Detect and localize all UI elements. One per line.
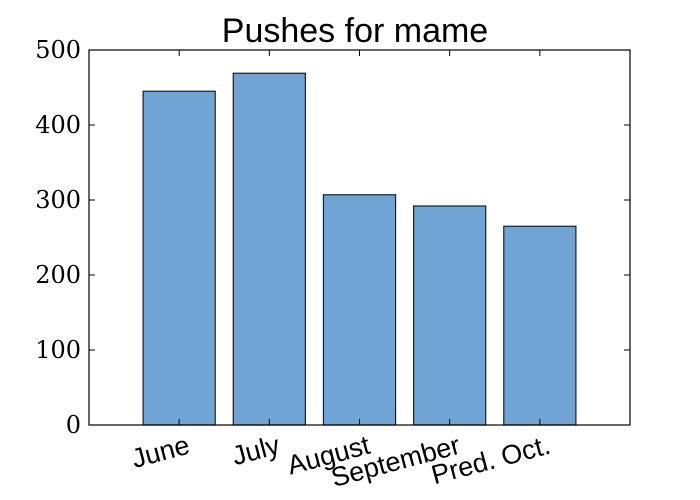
y-tick-label: 100 — [35, 336, 81, 364]
y-tick-label: 400 — [35, 111, 81, 139]
x-tick-label: June — [128, 430, 192, 474]
plot-frame — [88, 49, 631, 426]
x-tick-label: July — [229, 430, 284, 472]
y-tick-label: 200 — [35, 261, 81, 289]
bar-september — [413, 205, 487, 426]
bar-june — [142, 90, 216, 426]
y-tick-label: 500 — [35, 36, 81, 64]
bar-july — [232, 72, 306, 426]
bars-group — [142, 72, 577, 426]
bar-pred-oct — [503, 225, 577, 426]
y-axis: 0 100 200 300 400 500 — [35, 36, 630, 439]
chart-title: Pushes for mame — [222, 12, 488, 50]
bar-august — [322, 194, 397, 426]
y-tick-label: 300 — [35, 186, 81, 214]
y-tick-label: 0 — [66, 411, 81, 439]
